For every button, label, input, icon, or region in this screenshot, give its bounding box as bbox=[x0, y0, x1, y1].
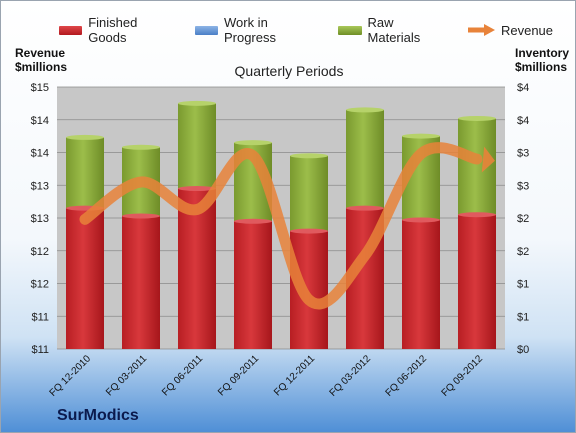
bar-cap-finished-goods bbox=[346, 205, 384, 211]
legend-label-revenue: Revenue bbox=[500, 22, 554, 38]
category-label: FQ 06-2011 bbox=[160, 353, 205, 398]
bar-cap-raw-materials bbox=[290, 153, 328, 159]
bar-cap-raw-materials bbox=[346, 107, 384, 113]
right-tick-label: $0 bbox=[517, 344, 529, 356]
bar-finished-goods bbox=[290, 231, 328, 349]
right-tick-label: $3 bbox=[517, 148, 529, 160]
category-label: FQ 03-2012 bbox=[328, 353, 374, 399]
left-tick-label: $13 bbox=[31, 180, 49, 192]
bar-finished-goods bbox=[178, 188, 216, 349]
bar-cap-raw-materials bbox=[402, 133, 440, 139]
legend: Finished Goods Work in Progress Raw Mate… bbox=[59, 15, 575, 45]
right-tick-label: $4 bbox=[517, 115, 529, 127]
left-tick-label: $14 bbox=[31, 148, 49, 160]
bar-raw-materials bbox=[346, 109, 384, 209]
legend-swatch-raw-materials bbox=[338, 25, 362, 35]
bar-cap-finished-goods bbox=[122, 213, 160, 219]
left-tick-label: $15 bbox=[31, 82, 49, 94]
bar-cap-finished-goods bbox=[402, 217, 440, 223]
legend-item-revenue: Revenue bbox=[466, 23, 553, 38]
category-label: FQ 12-2010 bbox=[48, 353, 94, 399]
right-axis-label-line1: Inventory bbox=[515, 46, 570, 60]
right-tick-label: $4 bbox=[517, 82, 529, 94]
legend-item-work-in-progress: Work in Progress bbox=[194, 15, 317, 45]
bar-finished-goods bbox=[458, 214, 496, 349]
revenue-arrowhead bbox=[481, 146, 495, 173]
bar-finished-goods bbox=[122, 216, 160, 349]
right-axis-label: Inventory $millions bbox=[515, 46, 569, 74]
bar-finished-goods bbox=[402, 219, 440, 349]
right-tick-label: $2 bbox=[517, 246, 529, 258]
legend-swatch-work-in-progress bbox=[194, 25, 218, 35]
left-tick-label: $12 bbox=[31, 279, 49, 291]
bar-raw-materials bbox=[178, 103, 216, 189]
bar-finished-goods bbox=[66, 208, 104, 349]
legend-label-finished-goods: Finished Goods bbox=[88, 15, 138, 45]
left-axis-label-line1: Revenue bbox=[15, 46, 66, 60]
legend-swatch-finished-goods bbox=[59, 25, 83, 35]
bar-raw-materials bbox=[290, 155, 328, 232]
category-label: FQ 03-2011 bbox=[104, 353, 149, 398]
right-tick-label: $3 bbox=[517, 180, 529, 192]
left-tick-label: $14 bbox=[31, 115, 49, 127]
legend-arrow-revenue bbox=[467, 24, 495, 36]
category-label: FQ 06-2012 bbox=[384, 353, 430, 399]
legend-label-raw-materials: Raw Materials bbox=[367, 15, 421, 45]
legend-item-finished-goods: Finished Goods bbox=[59, 15, 173, 45]
left-tick-label: $12 bbox=[31, 246, 49, 258]
bar-cap-raw-materials bbox=[458, 115, 496, 121]
legend-item-raw-materials: Raw Materials bbox=[338, 15, 444, 45]
bar-finished-goods bbox=[234, 221, 272, 349]
bar-cap-finished-goods bbox=[290, 228, 328, 234]
bar-cap-raw-materials bbox=[122, 144, 160, 150]
left-axis-label-line2: $millions bbox=[15, 60, 68, 74]
bar-cap-finished-goods bbox=[178, 186, 216, 192]
bar-cap-finished-goods bbox=[234, 218, 272, 224]
left-tick-label: $13 bbox=[31, 213, 49, 225]
bar-cap-raw-materials bbox=[178, 100, 216, 106]
right-tick-label: $1 bbox=[517, 311, 529, 323]
legend-label-work-in-progress: Work in Progress bbox=[223, 15, 276, 45]
right-axis-label-line2: $millions bbox=[515, 60, 568, 74]
bar-raw-materials bbox=[458, 118, 496, 215]
left-tick-label: $11 bbox=[31, 344, 49, 356]
left-tick-label: $11 bbox=[31, 311, 49, 323]
brand-logo-text: SurModics bbox=[57, 407, 139, 424]
revenue-line bbox=[79, 142, 483, 310]
bar-raw-materials bbox=[66, 137, 104, 209]
bar-cap-finished-goods bbox=[458, 212, 496, 218]
left-axis-label: Revenue $millions bbox=[15, 46, 67, 74]
category-label: FQ 12-2011 bbox=[272, 353, 317, 398]
category-label: FQ 09-2011 bbox=[216, 353, 261, 398]
chart-subtitle: Quarterly Periods bbox=[234, 63, 344, 79]
bar-cap-raw-materials bbox=[234, 140, 272, 146]
right-tick-label: $1 bbox=[517, 279, 529, 291]
bar-cap-raw-materials bbox=[66, 134, 104, 140]
category-label: FQ 09-2012 bbox=[440, 353, 486, 399]
right-tick-label: $2 bbox=[517, 213, 529, 225]
